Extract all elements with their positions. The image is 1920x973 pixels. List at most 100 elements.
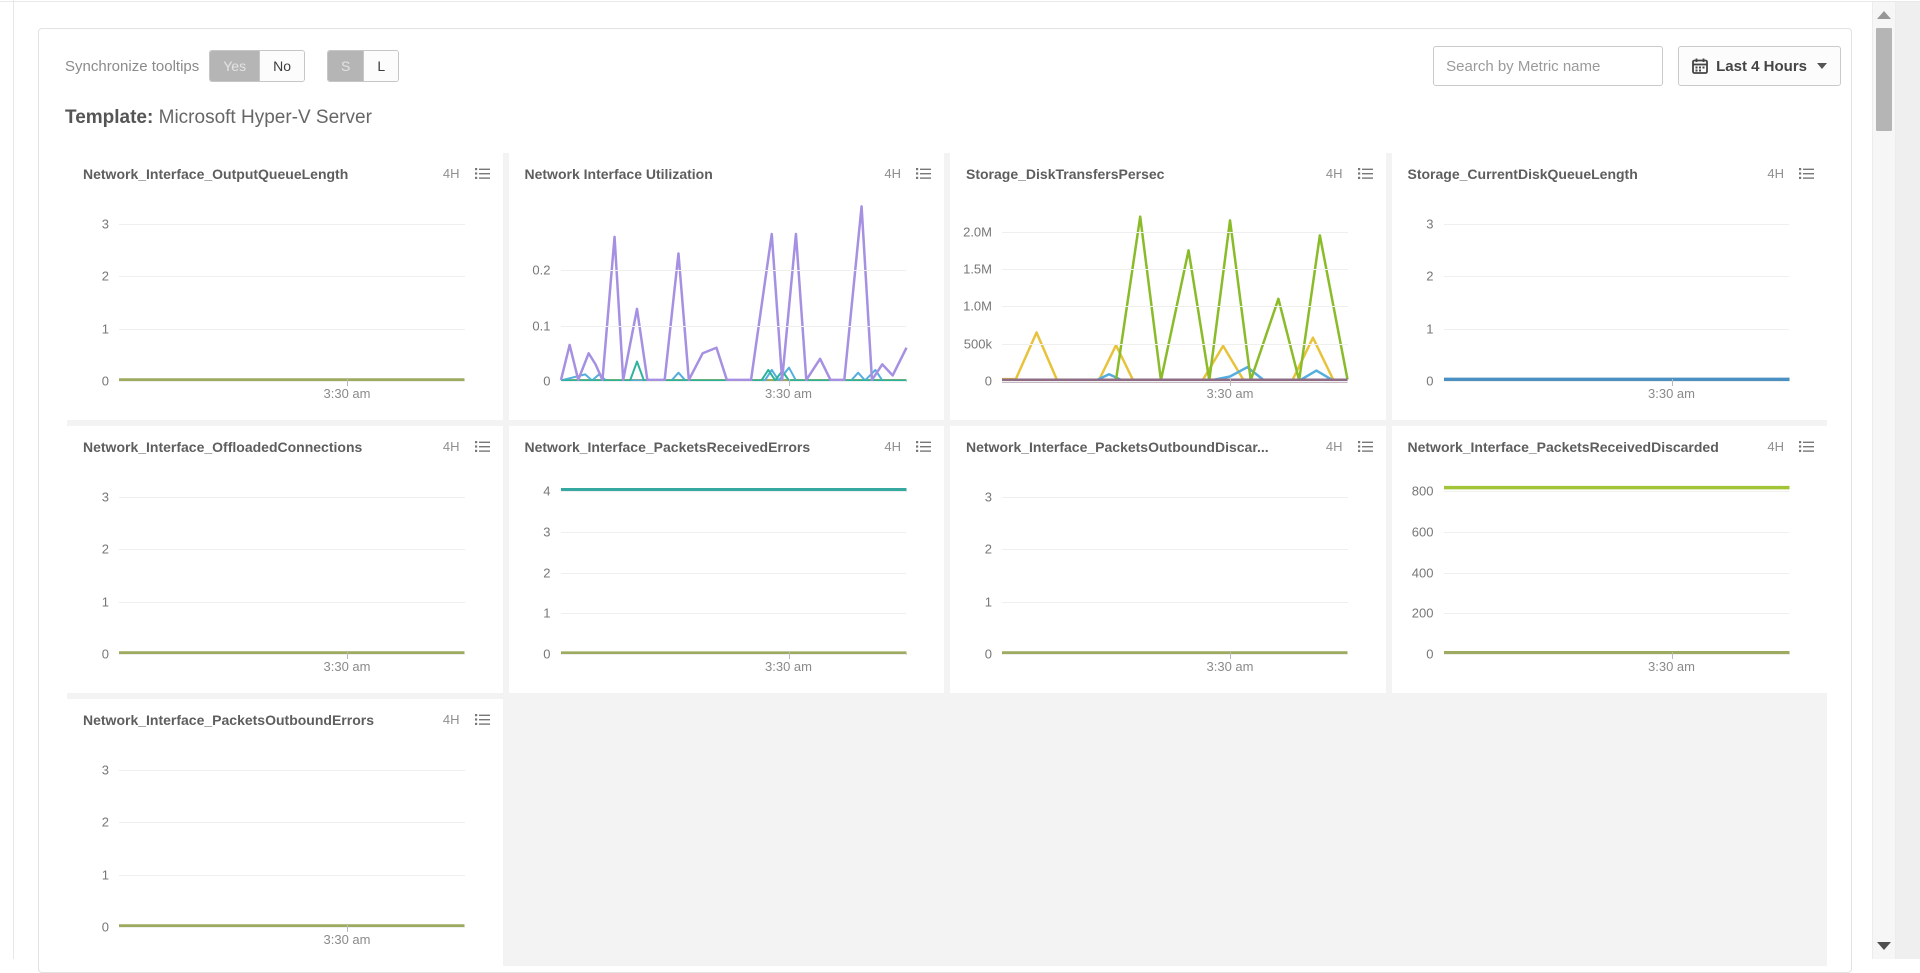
y-axis-label: 1 — [102, 321, 109, 336]
gridline — [1002, 497, 1348, 498]
gridline — [119, 770, 465, 771]
y-axis-label: 800 — [1412, 484, 1434, 499]
template-title: Template: Microsoft Hyper-V Server — [65, 107, 1851, 129]
y-axis-label: 2 — [102, 815, 109, 830]
y-axis-label: 4 — [543, 484, 550, 499]
left-divider-line — [13, 0, 14, 959]
chart-canvas — [119, 198, 465, 381]
scroll-down-arrow-icon[interactable] — [1877, 942, 1891, 950]
y-axis-label: 1 — [543, 606, 550, 621]
list-menu-icon[interactable] — [1798, 438, 1815, 455]
chart-title: Network_Interface_PacketsReceivedDiscard… — [1408, 439, 1760, 455]
chart-canvas — [561, 471, 907, 654]
gridline — [119, 654, 465, 655]
x-axis-tick — [789, 379, 790, 386]
gridline — [119, 875, 465, 876]
x-axis-label: 3:30 am — [1207, 659, 1254, 674]
tooltip-no-button[interactable]: No — [259, 51, 304, 81]
chart-range-label[interactable]: 4H — [443, 439, 460, 454]
list-menu-icon[interactable] — [1798, 165, 1815, 182]
y-axis-label: 0 — [1426, 647, 1433, 662]
right-gutter — [1896, 2, 1920, 959]
list-menu-icon[interactable] — [1357, 438, 1374, 455]
chart-range-label[interactable]: 4H — [884, 439, 901, 454]
chart-panel: Network_Interface_OffloadedConnections 4… — [67, 426, 503, 693]
chart-canvas — [561, 198, 907, 381]
page-scrollbar[interactable] — [1872, 2, 1896, 959]
chart-range-label[interactable]: 4H — [443, 712, 460, 727]
chart-panel-header: Network_Interface_PacketsOutboundErrors … — [67, 699, 503, 728]
chart-range-label[interactable]: 4H — [1326, 166, 1343, 181]
y-axis-label: 0 — [543, 374, 550, 389]
y-axis-label: 3 — [102, 217, 109, 232]
list-menu-icon[interactable] — [474, 711, 491, 728]
chart-range-label[interactable]: 4H — [443, 166, 460, 181]
chart-panel-header: Storage_CurrentDiskQueueLength 4H — [1392, 153, 1828, 182]
y-axis-label: 1.5M — [963, 261, 992, 276]
chart-title: Network_Interface_PacketsReceivedErrors — [525, 439, 877, 455]
chart-grid: Network_Interface_OutputQueueLength 4H 3… — [67, 153, 1827, 966]
y-axis-label: 2 — [985, 542, 992, 557]
y-axis-label: 1.0M — [963, 299, 992, 314]
x-axis-tick — [1672, 379, 1673, 386]
list-menu-icon[interactable] — [1357, 165, 1374, 182]
chart-panel-header: Network_Interface_PacketsReceivedErrors … — [509, 426, 945, 455]
chart-title: Storage_DiskTransfersPersec — [966, 166, 1318, 182]
chart-range-label[interactable]: 4H — [1326, 439, 1343, 454]
chart-range-label[interactable]: 4H — [1767, 166, 1784, 181]
y-axis-label: 1 — [102, 867, 109, 882]
gridline — [1444, 613, 1790, 614]
gridline — [561, 573, 907, 574]
y-axis-label: 0 — [1426, 374, 1433, 389]
chart-range-label[interactable]: 4H — [1767, 439, 1784, 454]
scroll-up-arrow-icon[interactable] — [1877, 11, 1891, 19]
x-axis-tick — [1230, 652, 1231, 659]
chart-title: Network_Interface_PacketsOutboundDiscar.… — [966, 439, 1318, 455]
template-title-label: Template: — [65, 107, 153, 128]
x-axis-tick — [789, 652, 790, 659]
list-menu-icon[interactable] — [474, 438, 491, 455]
gridline — [119, 497, 465, 498]
y-axis-label: 2 — [1426, 269, 1433, 284]
size-small-button[interactable]: S — [328, 51, 363, 81]
list-menu-icon[interactable] — [915, 438, 932, 455]
chart-title: Storage_CurrentDiskQueueLength — [1408, 166, 1760, 182]
y-axis-label: 3 — [985, 490, 992, 505]
y-axis-label: 1 — [102, 594, 109, 609]
chart-size-toggle-group: S L — [327, 50, 399, 82]
y-axis-label: 0 — [102, 374, 109, 389]
gridline — [119, 602, 465, 603]
y-axis-label: 500k — [964, 336, 992, 351]
tooltip-yes-button[interactable]: Yes — [210, 51, 259, 81]
chart-panel-header: Network_Interface_OffloadedConnections 4… — [67, 426, 503, 455]
chart-title: Network Interface Utilization — [525, 166, 877, 182]
toolbar-right: Last 4 Hours — [1433, 46, 1841, 86]
chart-range-label[interactable]: 4H — [884, 166, 901, 181]
gridline — [1444, 329, 1790, 330]
x-axis-label: 3:30 am — [324, 932, 371, 947]
x-axis-label: 3:30 am — [324, 659, 371, 674]
list-menu-icon[interactable] — [915, 165, 932, 182]
search-input[interactable] — [1433, 46, 1663, 86]
chart-canvas — [1002, 471, 1348, 654]
series-line — [561, 368, 907, 381]
list-menu-icon[interactable] — [474, 165, 491, 182]
gridline — [561, 532, 907, 533]
time-range-button[interactable]: Last 4 Hours — [1678, 46, 1841, 86]
gridline — [561, 613, 907, 614]
x-axis-label: 3:30 am — [765, 386, 812, 401]
gridline — [1002, 602, 1348, 603]
series-line — [1002, 217, 1348, 381]
size-large-button[interactable]: L — [363, 51, 398, 81]
y-axis-label: 600 — [1412, 525, 1434, 540]
scrollbar-thumb[interactable] — [1876, 28, 1892, 131]
y-axis-label: 0.1 — [532, 318, 550, 333]
chart-panel-header: Network_Interface_PacketsOutboundDiscar.… — [950, 426, 1386, 455]
time-range-label: Last 4 Hours — [1716, 58, 1807, 75]
